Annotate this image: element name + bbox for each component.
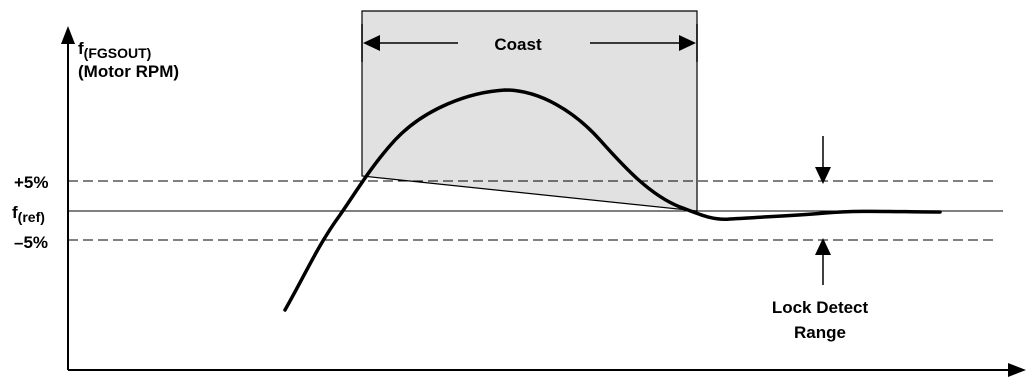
ref-label: f(ref) — [12, 203, 45, 225]
ref-label-subscript: (ref) — [18, 209, 45, 225]
coast-right-arrowhead — [679, 35, 696, 51]
lock-top-arrowhead — [815, 167, 831, 184]
plus-5-percent-label: +5% — [14, 173, 49, 192]
y-axis-label-f: f — [78, 39, 84, 58]
coast-left-arrowhead — [363, 35, 380, 51]
x-axis-arrowhead — [1008, 363, 1026, 377]
y-axis-label: f(FGSOUT) — [78, 39, 151, 61]
y-axis-label-line2: (Motor RPM) — [78, 62, 179, 81]
ref-label-f: f — [12, 203, 18, 222]
lock-detect-label-line2: Range — [794, 323, 846, 342]
lock-bottom-arrowhead — [815, 238, 831, 255]
lock-detect-label-line1: Lock Detect — [772, 298, 869, 317]
y-axis-label-subscript: (FGSOUT) — [84, 45, 152, 61]
coast-label: Coast — [494, 35, 542, 54]
y-axis-arrowhead — [61, 26, 75, 44]
minus-5-percent-label: –5% — [14, 233, 48, 252]
motor-rpm-curve — [283, 88, 942, 312]
